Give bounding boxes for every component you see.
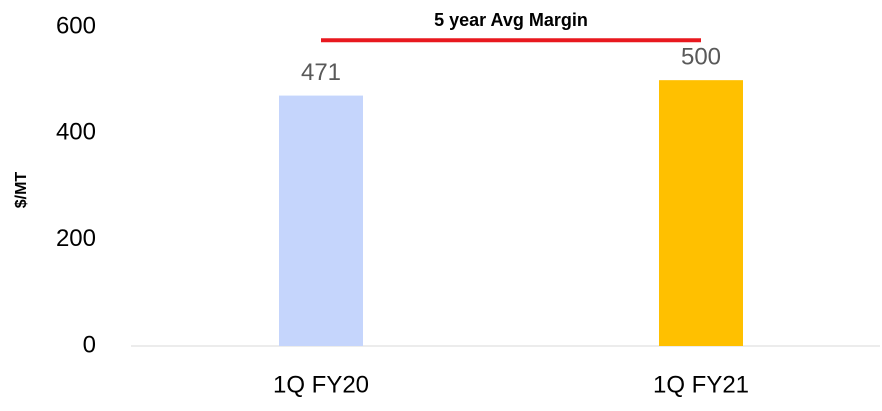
x-tick-label: 1Q FY20 <box>273 371 369 398</box>
value-label: 500 <box>681 44 721 71</box>
y-tick-label: 200 <box>56 225 96 252</box>
reference-label: 5 year Avg Margin <box>434 10 588 30</box>
bar <box>659 80 743 347</box>
x-tick-label: 1Q FY21 <box>653 371 749 398</box>
value-label: 471 <box>301 59 341 86</box>
y-axis-label: $/MT <box>13 172 30 209</box>
y-tick-label: 600 <box>56 12 96 39</box>
bar <box>279 95 363 347</box>
y-tick-label: 400 <box>56 119 96 146</box>
y-tick-label: 0 <box>83 331 96 358</box>
